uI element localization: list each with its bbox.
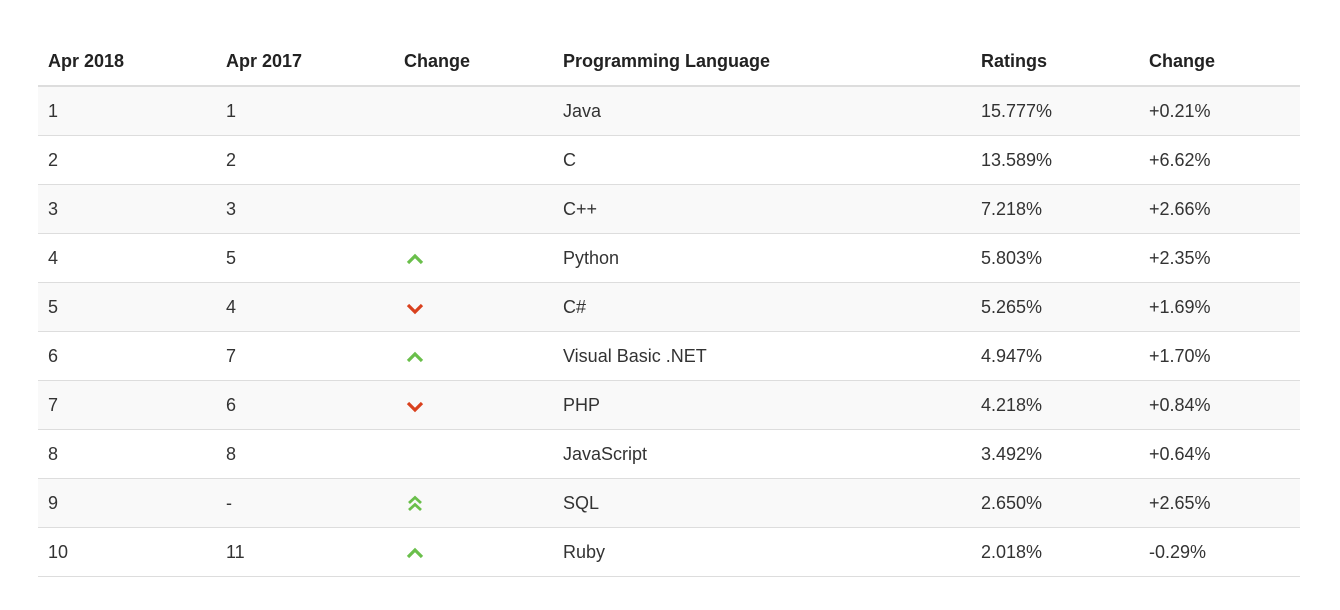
header-apr-2018[interactable]: Apr 2018 xyxy=(38,37,216,87)
rank-2018-cell: 5 xyxy=(38,282,216,332)
rating-change-cell: +2.65% xyxy=(1139,478,1300,528)
rank-2018-cell: 4 xyxy=(38,233,216,283)
rating-cell: 5.803% xyxy=(971,233,1139,283)
language-cell: C# xyxy=(553,282,971,332)
chevron-down-icon xyxy=(405,298,425,318)
trend-cell xyxy=(394,184,553,234)
rank-2017-cell: 2 xyxy=(216,135,394,185)
header-rank-change[interactable]: Change xyxy=(394,37,553,87)
table-row: 9- SQL 2.650% +2.65% xyxy=(38,478,1300,528)
rating-cell: 2.018% xyxy=(971,527,1139,577)
language-cell: Java xyxy=(553,86,971,136)
language-cell: C++ xyxy=(553,184,971,234)
rating-cell: 13.589% xyxy=(971,135,1139,185)
table-body: 1 1 Java 15.777% +0.21% 2 2 C 13.589% +6.62% 3 3 C++… xyxy=(38,86,1300,577)
trend-cell xyxy=(394,478,553,528)
rank-2018-cell: 10 xyxy=(38,527,216,577)
rating-cell: 3.492% xyxy=(971,429,1139,479)
language-cell: PHP xyxy=(553,380,971,430)
table-row: 6 7 Visual Basic .NET 4.947% +1.70% xyxy=(38,331,1300,381)
chevron-down-icon xyxy=(405,396,425,416)
rating-cell: 2.650% xyxy=(971,478,1139,528)
rank-2018-cell: 7 xyxy=(38,380,216,430)
rating-cell: 4.218% xyxy=(971,380,1139,430)
table-row: 4 5 Python 5.803% +2.35% xyxy=(38,233,1300,283)
rating-change-cell: +0.84% xyxy=(1139,380,1300,430)
header-rating-change[interactable]: Change xyxy=(1139,37,1300,87)
rank-2018-cell: 9 xyxy=(38,478,216,528)
rating-cell: 5.265% xyxy=(971,282,1139,332)
rank-2018-cell: 3 xyxy=(38,184,216,234)
language-cell: Ruby xyxy=(553,527,971,577)
trend-cell xyxy=(394,86,553,136)
rating-change-cell: -0.29% xyxy=(1139,527,1300,577)
rating-change-cell: +6.62% xyxy=(1139,135,1300,185)
rank-2017-cell: 8 xyxy=(216,429,394,479)
trend-cell xyxy=(394,282,553,332)
chevron-up-icon xyxy=(405,249,425,269)
table-row: 3 3 C++ 7.218% +2.66% xyxy=(38,184,1300,234)
rank-2017-cell: 7 xyxy=(216,331,394,381)
language-cell: SQL xyxy=(553,478,971,528)
header-programming-language[interactable]: Programming Language xyxy=(553,37,971,87)
rating-change-cell: +1.70% xyxy=(1139,331,1300,381)
chevron-up-icon xyxy=(405,543,425,563)
table-row: 2 2 C 13.589% +6.62% xyxy=(38,135,1300,185)
table-header-row: Apr 2018 Apr 2017 Change Programming Lan… xyxy=(38,37,1300,87)
rating-cell: 4.947% xyxy=(971,331,1139,381)
trend-cell xyxy=(394,527,553,577)
double-chevron-up-icon xyxy=(405,494,425,514)
language-cell: Python xyxy=(553,233,971,283)
rank-2017-cell: 5 xyxy=(216,233,394,283)
rating-cell: 15.777% xyxy=(971,86,1139,136)
language-cell: Visual Basic .NET xyxy=(553,331,971,381)
trend-cell xyxy=(394,331,553,381)
ranking-table-container: Apr 2018 Apr 2017 Change Programming Lan… xyxy=(38,37,1300,577)
rank-2018-cell: 6 xyxy=(38,331,216,381)
trend-cell xyxy=(394,135,553,185)
trend-cell xyxy=(394,380,553,430)
chevron-up-icon xyxy=(405,347,425,367)
rank-2017-cell: 4 xyxy=(216,282,394,332)
table-row: 5 4 C# 5.265% +1.69% xyxy=(38,282,1300,332)
language-ranking-table: Apr 2018 Apr 2017 Change Programming Lan… xyxy=(38,37,1300,577)
rank-2017-cell: 3 xyxy=(216,184,394,234)
table-row: 7 6 PHP 4.218% +0.84% xyxy=(38,380,1300,430)
language-cell: C xyxy=(553,135,971,185)
rating-change-cell: +0.64% xyxy=(1139,429,1300,479)
rating-change-cell: +0.21% xyxy=(1139,86,1300,136)
rating-change-cell: +2.66% xyxy=(1139,184,1300,234)
rank-2017-cell: - xyxy=(216,478,394,528)
rank-2018-cell: 2 xyxy=(38,135,216,185)
table-row: 8 8 JavaScript 3.492% +0.64% xyxy=(38,429,1300,479)
rank-2018-cell: 1 xyxy=(38,86,216,136)
rank-2018-cell: 8 xyxy=(38,429,216,479)
trend-cell xyxy=(394,429,553,479)
rating-change-cell: +1.69% xyxy=(1139,282,1300,332)
rank-2017-cell: 11 xyxy=(216,527,394,577)
language-cell: JavaScript xyxy=(553,429,971,479)
rating-change-cell: +2.35% xyxy=(1139,233,1300,283)
header-ratings[interactable]: Ratings xyxy=(971,37,1139,87)
table-row: 10 11 Ruby 2.018% -0.29% xyxy=(38,527,1300,577)
table-row: 1 1 Java 15.777% +0.21% xyxy=(38,86,1300,136)
trend-cell xyxy=(394,233,553,283)
header-apr-2017[interactable]: Apr 2017 xyxy=(216,37,394,87)
rating-cell: 7.218% xyxy=(971,184,1139,234)
rank-2017-cell: 6 xyxy=(216,380,394,430)
rank-2017-cell: 1 xyxy=(216,86,394,136)
